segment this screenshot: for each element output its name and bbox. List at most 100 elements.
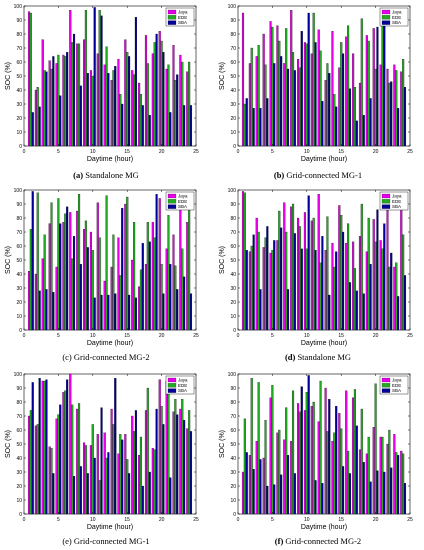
- bar-ede: [112, 234, 115, 331]
- bar-ede: [98, 10, 101, 147]
- bar-jaya: [186, 428, 189, 515]
- y-tick-label: 20: [16, 484, 22, 490]
- y-tick-label: 50: [16, 258, 22, 264]
- bar-sba: [293, 70, 296, 147]
- legend-swatch-jaya: [381, 9, 391, 15]
- bar-ede: [36, 424, 39, 515]
- x-tick-label: 0: [23, 517, 26, 523]
- bar-jaya: [317, 29, 320, 147]
- y-tick-label: 0: [19, 512, 22, 518]
- legend-swatch-sba: [167, 20, 177, 25]
- bar-ede: [388, 429, 391, 515]
- bar-ede: [105, 457, 108, 515]
- legend-label-sba: SBA: [178, 204, 187, 209]
- bar-jaya: [151, 53, 154, 147]
- x-tick-label: 0: [23, 333, 26, 339]
- y-tick-label: 80: [16, 216, 22, 222]
- bar-ede: [367, 217, 370, 331]
- bar-jaya: [331, 441, 334, 515]
- bar-sba: [314, 250, 317, 331]
- bar-sba: [72, 476, 76, 515]
- bar-ede: [305, 43, 308, 147]
- bar-jaya: [324, 250, 327, 331]
- bar-jaya: [55, 63, 58, 147]
- bar-sba: [141, 105, 144, 147]
- bar-jaya: [69, 10, 72, 147]
- y-tick-label: 40: [230, 272, 236, 278]
- bar-sba: [107, 294, 110, 331]
- bar-sba: [293, 473, 296, 515]
- bar-jaya: [262, 33, 265, 147]
- bar-jaya: [27, 271, 31, 331]
- y-tick-label: 30: [230, 470, 236, 476]
- bar-sba: [66, 379, 69, 515]
- bar-ede: [146, 387, 149, 515]
- bar-sba: [307, 195, 310, 331]
- bar-ede: [271, 385, 274, 515]
- legend-swatch-sba: [381, 388, 391, 393]
- x-tick-label: 10: [90, 149, 96, 155]
- x-tick-label: 20: [373, 333, 379, 339]
- bar-ede: [188, 410, 191, 515]
- x-tick-label: 15: [338, 517, 344, 523]
- bar-jaya: [352, 53, 355, 147]
- bar-sba: [141, 485, 144, 515]
- bar-sba: [376, 209, 379, 331]
- x-tick-label: 25: [407, 149, 413, 155]
- bar-sba: [245, 98, 248, 147]
- bar-jaya: [27, 11, 31, 147]
- bar-jaya: [55, 266, 58, 331]
- bar-sba: [155, 194, 158, 331]
- bar-jaya: [131, 70, 134, 147]
- bar-ede: [388, 266, 391, 331]
- bar-jaya: [124, 39, 127, 147]
- bar-sba: [321, 236, 324, 331]
- bar-sba: [252, 108, 255, 147]
- bar-jaya: [96, 202, 99, 331]
- bar-ede: [243, 103, 246, 147]
- bar-jaya: [283, 439, 286, 515]
- bar-ede: [174, 265, 177, 331]
- bar-ede: [119, 94, 122, 147]
- bar-jaya: [338, 67, 341, 147]
- bar-jaya: [262, 247, 265, 331]
- bar-ede: [71, 404, 74, 515]
- bar-ede: [167, 215, 170, 331]
- bar-sba: [376, 470, 379, 515]
- legend-label-sba: SBA: [392, 20, 401, 25]
- legend-swatch-ede: [381, 199, 391, 204]
- bar-ede: [271, 250, 274, 331]
- bar-sba: [266, 98, 269, 147]
- y-tick-label: 60: [230, 244, 236, 250]
- x-tick-label: 0: [237, 517, 240, 523]
- bar-jaya: [372, 427, 375, 515]
- bar-sba: [162, 424, 165, 515]
- x-tick-label: 15: [124, 149, 130, 155]
- bar-sba: [162, 52, 165, 147]
- bar-sba: [121, 439, 124, 515]
- y-tick-label: 10: [16, 130, 22, 136]
- y-tick-label: 20: [230, 484, 236, 490]
- x-tick-label: 10: [304, 517, 310, 523]
- bar-sba: [93, 297, 96, 331]
- bar-sba: [66, 52, 69, 147]
- y-tick-label: 70: [230, 46, 236, 52]
- bar-jaya: [276, 25, 279, 147]
- bar-ede: [271, 26, 274, 147]
- chart-panel-a: 0 10 20 30 40 50 60 70 80 90 100 0 5 10 15 20 25 Daytime …: [5, 4, 199, 163]
- bar-sba: [342, 466, 345, 515]
- bar-sba: [245, 452, 248, 515]
- bar-sba: [59, 223, 62, 331]
- bar-sba: [335, 251, 338, 331]
- y-tick-label: 60: [16, 244, 22, 250]
- y-tick-label: 0: [19, 144, 22, 150]
- legend-swatch-jaya: [381, 193, 391, 199]
- caption-f: (f) Grid-connected MG-2: [274, 536, 362, 546]
- x-tick-label: 10: [304, 149, 310, 155]
- bar-sba: [328, 399, 331, 515]
- bar-sba: [183, 420, 186, 515]
- bar-ede: [319, 380, 322, 515]
- bar-jaya: [269, 21, 272, 147]
- bar-jaya: [283, 202, 286, 331]
